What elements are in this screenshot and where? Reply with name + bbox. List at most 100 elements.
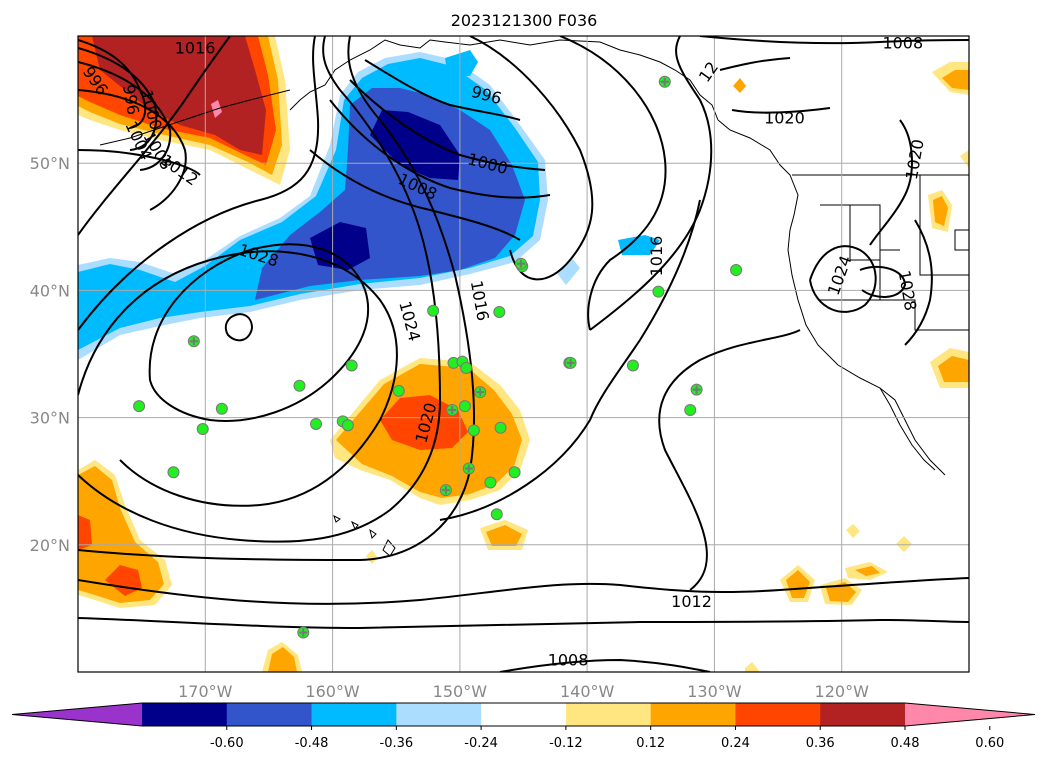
station-marker <box>458 400 471 413</box>
colorbar-tick-label: -0.48 <box>295 736 329 751</box>
isobar-1020-coast <box>869 119 913 246</box>
isobar-label: 1016 <box>647 236 666 277</box>
shade-pos-c2b <box>486 525 522 546</box>
station-marker <box>293 379 306 392</box>
colorbar-tick-label: 0.36 <box>806 736 835 751</box>
map-content: 1016996996100010041008101299610001008102… <box>78 36 969 672</box>
station-marker <box>467 424 480 437</box>
longitude-label: 120°W <box>815 682 870 701</box>
isobar-1016-ne <box>719 57 791 71</box>
figure-title: 2023121300 F036 <box>451 11 598 30</box>
station-cross-marker <box>297 626 310 639</box>
shade-pos-048-nw <box>92 36 266 155</box>
us-west-coast <box>787 249 946 476</box>
state-border-6 <box>954 229 969 251</box>
isobar-label: 1008 <box>548 650 589 669</box>
colorbar-tick-label: 0.24 <box>721 736 750 751</box>
isobar-1024-w <box>809 245 877 313</box>
longitude-labels: 170°W 160°W 150°W 140°W 130°W 120°W <box>178 682 869 701</box>
isobar-label: 1012 <box>671 592 712 611</box>
isobar-label: 1020 <box>764 108 805 127</box>
colorbar-tick-label: 0.60 <box>975 736 1004 751</box>
shade-pos-ne6 <box>896 536 912 552</box>
station-cross-marker <box>564 356 577 369</box>
shade-pos-ne9 <box>745 662 760 672</box>
shade-neg-small1 <box>445 50 478 76</box>
station-marker <box>310 417 323 430</box>
station-marker <box>427 304 440 317</box>
station-marker <box>730 264 743 277</box>
shade-pos-024-sw <box>78 466 164 603</box>
colorbar-segment <box>481 703 567 726</box>
latitude-labels: 50°N 40°N 30°N 20°N <box>30 154 70 555</box>
station-marker <box>215 402 228 415</box>
latitude-label: 30°N <box>30 409 70 428</box>
bc-coast <box>717 119 799 251</box>
shade-pos-ne5 <box>846 524 860 538</box>
station-cross-marker <box>462 462 475 475</box>
shade-pos-s2b <box>786 570 810 598</box>
colorbar-tick-label: -0.60 <box>210 736 244 751</box>
shade-neg-048 <box>370 110 460 180</box>
isobar-1012-nw <box>78 149 201 176</box>
isobar-1016-right <box>439 199 701 521</box>
colorbar-segment <box>311 703 397 726</box>
station-marker <box>484 476 497 489</box>
shade-pos-036-sw2 <box>78 515 92 550</box>
isobar-1016-east <box>559 36 667 331</box>
shade-pos-ne2b <box>933 196 948 226</box>
colorbar-segment <box>226 703 313 726</box>
station-marker <box>684 403 697 416</box>
alaska-coast <box>289 39 719 121</box>
longitude-label: 150°W <box>433 682 488 701</box>
isobar-1012-south <box>78 577 969 605</box>
station-cross-marker <box>187 335 200 348</box>
longitude-label: 130°W <box>687 682 742 701</box>
hawaii-3 <box>351 520 359 530</box>
isobars <box>78 36 969 672</box>
longitude-label: 160°W <box>305 682 360 701</box>
isobar-1028-hi <box>148 243 370 422</box>
colorbar-segment <box>565 703 652 726</box>
station-marker <box>167 466 180 479</box>
shade-neg-048b <box>310 222 370 270</box>
colorbar-extend-high <box>905 703 1035 726</box>
gridlines <box>78 36 969 672</box>
shade-pos-ne1b <box>942 70 969 90</box>
colorbar-segment <box>735 703 821 726</box>
colorbar-tick-label: 0.12 <box>636 736 665 751</box>
station-marker <box>652 285 665 298</box>
isobar-1028-w <box>859 265 907 298</box>
station-cross-marker <box>514 257 527 270</box>
station-marker <box>493 306 506 319</box>
isobar-1004-gulf <box>329 99 551 199</box>
isobar-1012-east <box>469 36 594 281</box>
map-frame <box>77 35 970 673</box>
latitude-label: 20°N <box>30 536 70 555</box>
isobar-996-gulf <box>364 59 521 121</box>
station-marker <box>345 359 358 372</box>
shade-pos-s1b <box>268 647 297 672</box>
shade-neg-small3 <box>556 258 580 285</box>
isobar-1012-tail <box>589 36 713 331</box>
isobar-1008-gulf <box>309 149 521 241</box>
station-marker <box>196 423 209 436</box>
isobar-1016-nw <box>78 36 231 236</box>
station-marker <box>494 421 507 434</box>
station-marker <box>490 508 503 521</box>
isobar-1024-hi <box>78 250 398 507</box>
isobar-1008-nw <box>78 89 187 211</box>
shade-pos-s4b <box>855 566 880 576</box>
colorbar-segment <box>396 703 482 726</box>
colorbar-tick-label: -0.12 <box>549 736 583 751</box>
shade-neg-small2 <box>618 235 660 255</box>
colorbar-tick-label: -0.24 <box>464 736 498 751</box>
state-border-4 <box>919 175 969 276</box>
station-marker <box>508 466 521 479</box>
station-cross-marker <box>439 484 452 497</box>
coastlines <box>99 39 969 557</box>
state-border-3 <box>879 250 969 331</box>
station-marker <box>133 400 146 413</box>
colorbar-tick-label: 0.48 <box>891 736 920 751</box>
